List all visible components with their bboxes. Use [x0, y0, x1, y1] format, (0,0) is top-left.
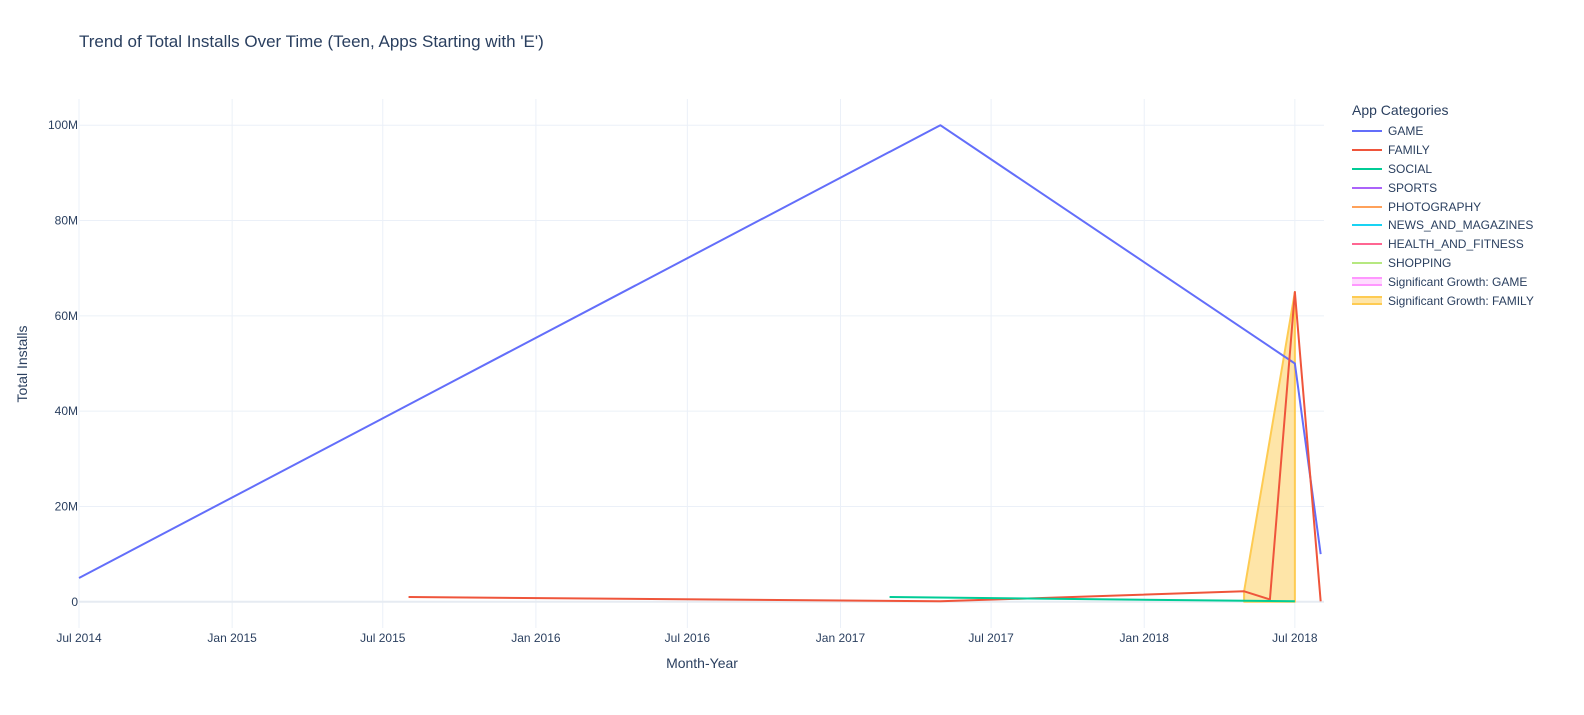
series-line [78, 124, 1322, 579]
legend-label: HEALTH_AND_FITNESS [1388, 237, 1524, 252]
legend-item[interactable]: GAME [1352, 122, 1534, 141]
legend-label: Significant Growth: GAME [1388, 274, 1528, 289]
series-line [408, 291, 1322, 603]
series-lines [78, 124, 1322, 603]
x-tick-label: Jan 2017 [816, 631, 866, 645]
legend-item[interactable]: PHOTOGRAPHY [1352, 197, 1534, 216]
legend-label: FAMILY [1388, 143, 1430, 158]
x-tick-label: Jan 2016 [511, 631, 561, 645]
legend-label: Significant Growth: FAMILY [1388, 293, 1534, 308]
y-tick-label: 40M [55, 404, 78, 418]
y-tick-label: 60M [55, 309, 78, 323]
legend-swatch [1352, 182, 1382, 194]
legend-swatch [1352, 238, 1382, 250]
x-tick-label: Jul 2017 [968, 631, 1014, 645]
legend-label: NEWS_AND_MAGAZINES [1388, 218, 1534, 233]
y-tick-label: 80M [55, 214, 78, 228]
x-axis-title: Month-Year [666, 655, 738, 671]
legend-item[interactable]: SPORTS [1352, 178, 1534, 197]
legend-label: SHOPPING [1388, 255, 1452, 270]
legend-swatch [1352, 219, 1382, 231]
legend-label: GAME [1388, 124, 1424, 139]
legend-swatch [1352, 201, 1382, 213]
y-tick-label: 20M [55, 499, 78, 513]
legend-item[interactable]: SOCIAL [1352, 160, 1534, 179]
legend-item[interactable]: Significant Growth: GAME [1352, 272, 1534, 291]
gridlines [78, 99, 1324, 628]
x-tick-label: Jul 2016 [665, 631, 711, 645]
legend-label: PHOTOGRAPHY [1388, 199, 1482, 214]
legend-title: App Categories [1352, 102, 1449, 118]
legend-items: GAME FAMILY SOCIAL SPORTS PHOTOGRAPHY NEWS_AN… [1352, 122, 1534, 310]
legend-swatch [1352, 163, 1382, 175]
y-tick-label: 0 [71, 595, 78, 609]
series-line [889, 596, 1295, 603]
highlight-area [1243, 291, 1296, 603]
legend-swatch [1352, 144, 1382, 156]
y-tick-label: 100M [48, 118, 78, 132]
chart-title: Trend of Total Installs Over Time (Teen,… [79, 32, 544, 51]
legend-swatch [1352, 295, 1382, 305]
legend: App Categories GAME FAMILY SOCIAL SPORTS PHO… [1352, 102, 1534, 310]
x-tick-label: Jul 2014 [56, 631, 102, 645]
legend-item[interactable]: FAMILY [1352, 141, 1534, 160]
x-tick-label: Jul 2018 [1272, 631, 1318, 645]
legend-swatch [1352, 125, 1382, 137]
x-tick-label: Jan 2015 [207, 631, 257, 645]
legend-swatch [1352, 257, 1382, 269]
legend-swatch [1352, 276, 1382, 286]
legend-label: SPORTS [1388, 180, 1438, 195]
legend-item[interactable]: SHOPPING [1352, 254, 1534, 273]
y-axis-title: Total Installs [14, 325, 30, 402]
highlight-areas [1243, 291, 1296, 603]
legend-item[interactable]: Significant Growth: FAMILY [1352, 291, 1534, 310]
legend-item[interactable]: HEALTH_AND_FITNESS [1352, 235, 1534, 254]
x-tick-label: Jul 2015 [360, 631, 406, 645]
x-tick-label: Jan 2018 [1120, 631, 1170, 645]
x-axis-ticks: Jul 2014 Jan 2015 Jul 2015 Jan 2016 Jul 2016… [56, 631, 1318, 645]
legend-label: SOCIAL [1388, 161, 1433, 176]
y-axis-ticks: 0 20M 40M 60M 80M 100M [48, 118, 78, 609]
legend-item[interactable]: NEWS_AND_MAGAZINES [1352, 216, 1534, 235]
